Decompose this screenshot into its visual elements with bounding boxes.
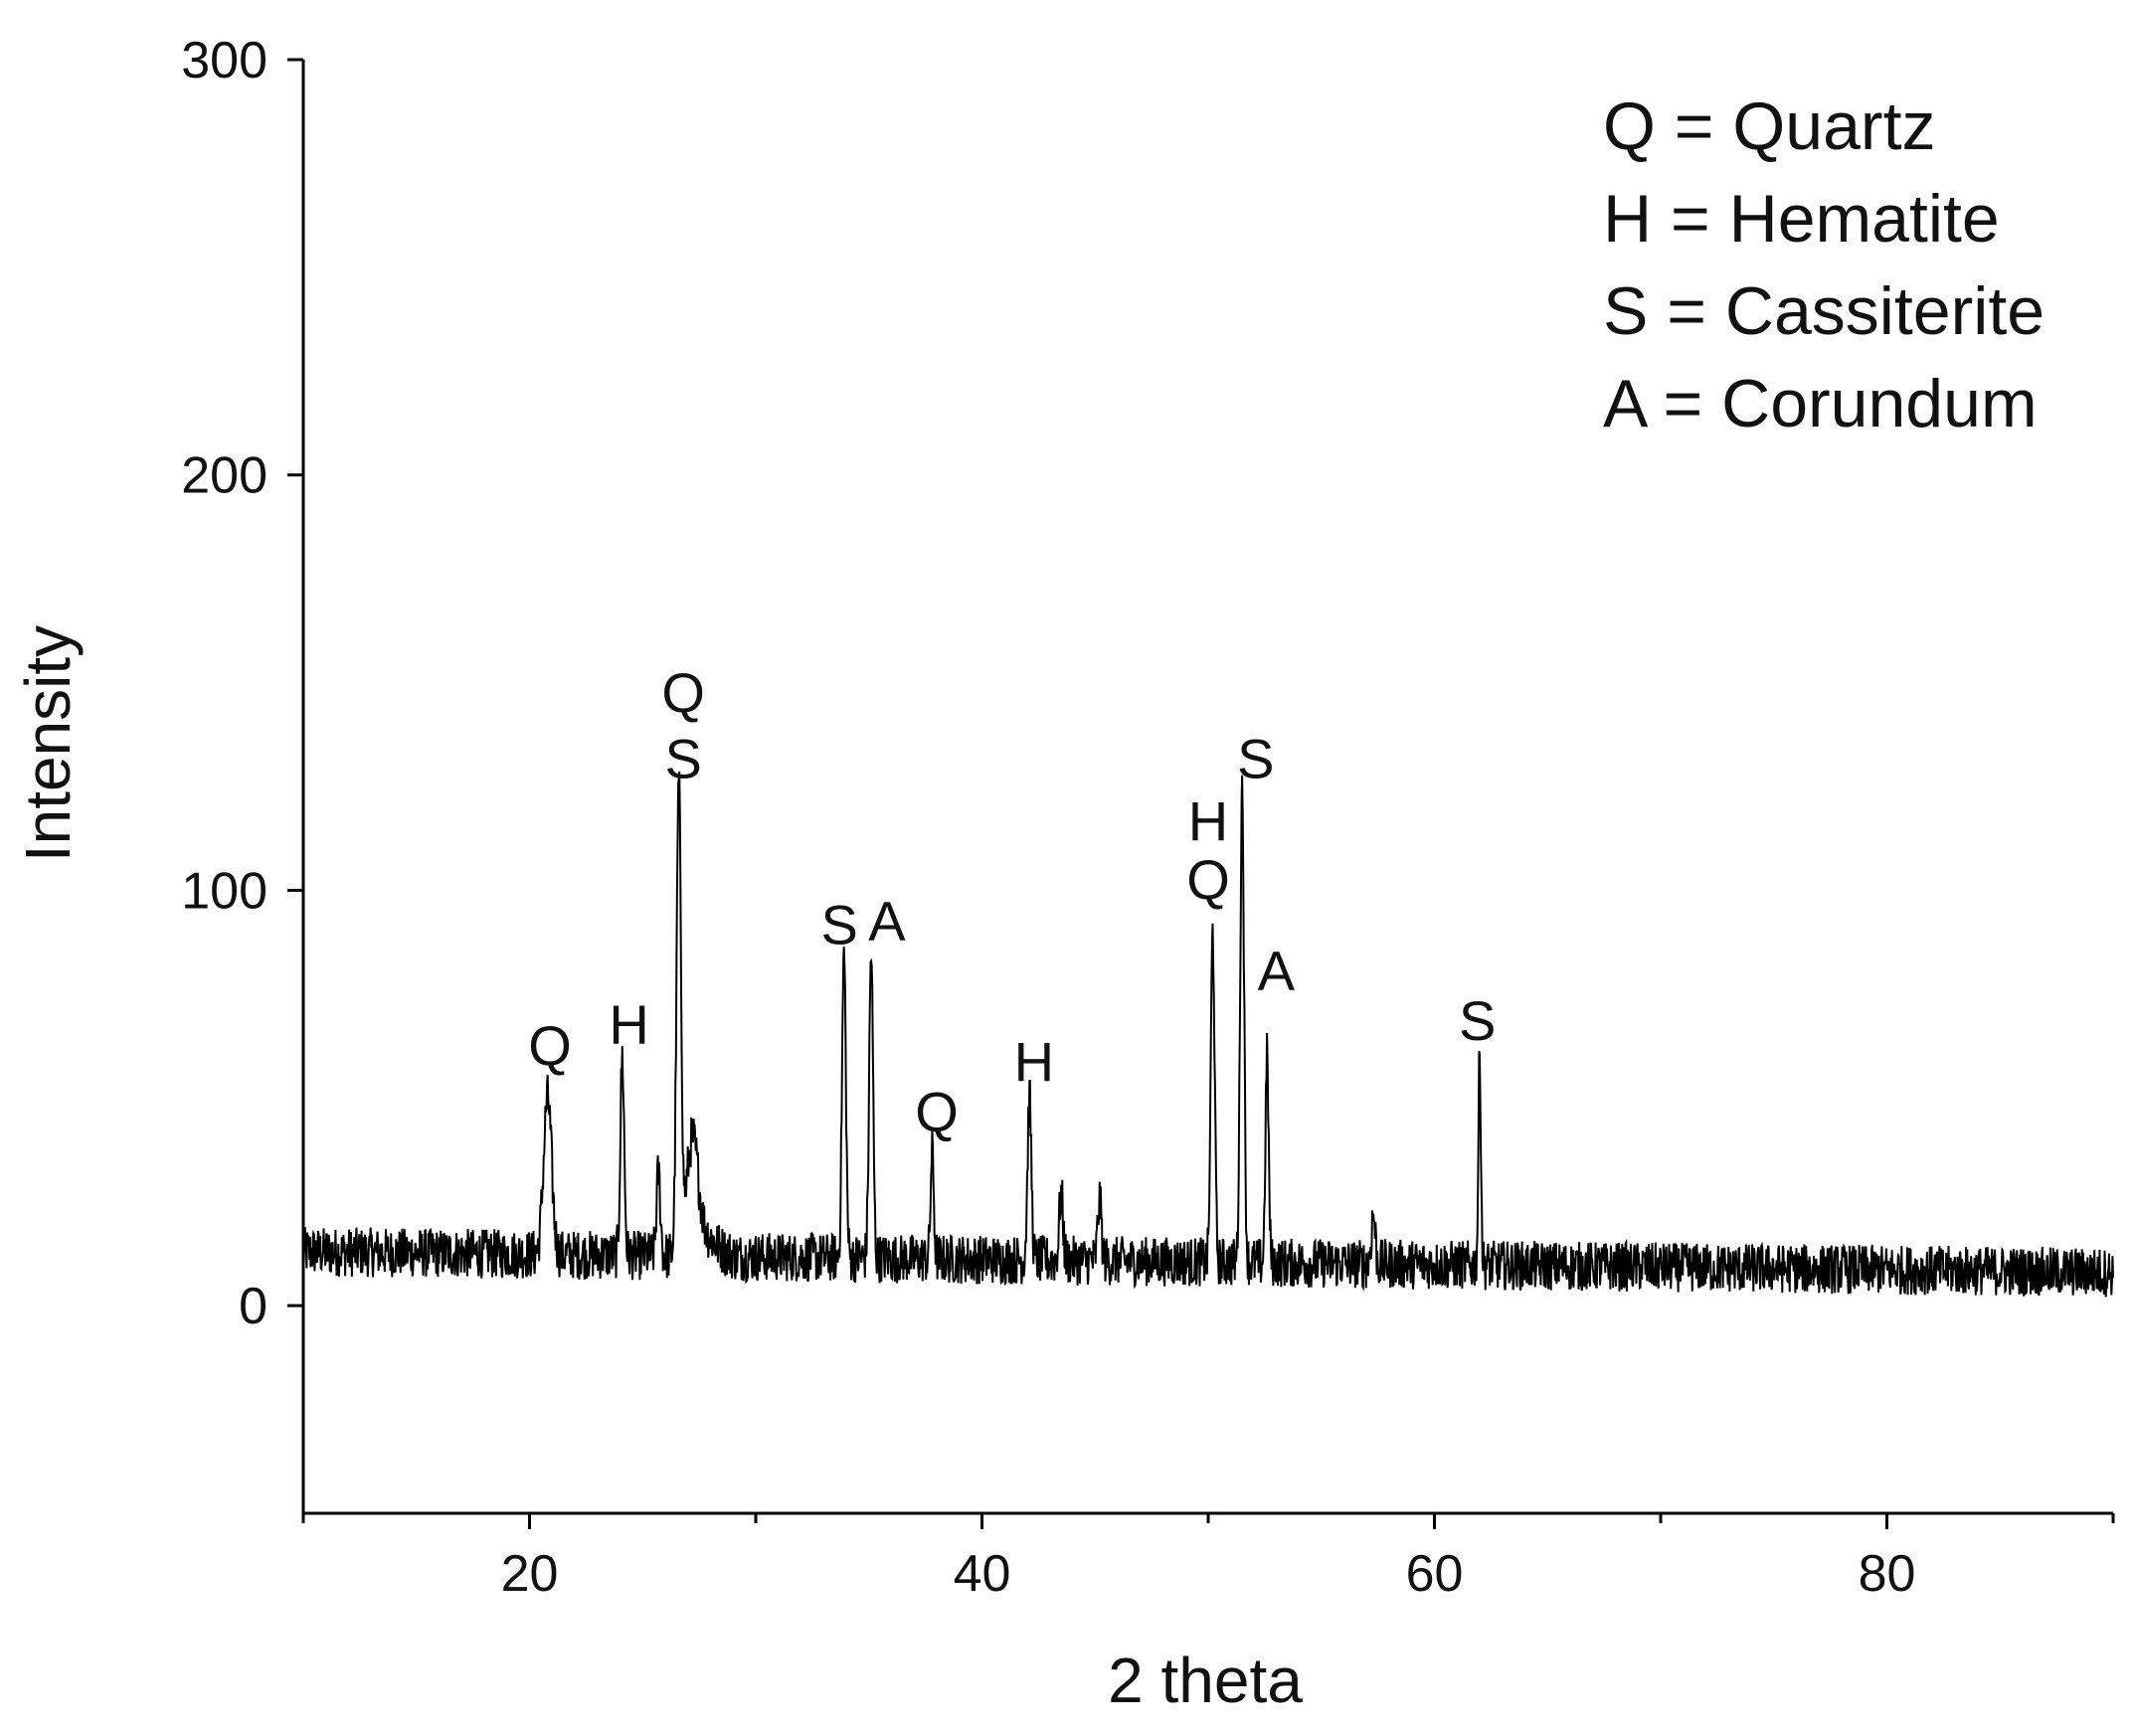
peak-label-12: S (1459, 989, 1496, 1052)
x-tick-label-3: 80 (1859, 1545, 1916, 1603)
x-tick-label-1: 40 (954, 1545, 1011, 1603)
legend-entry-3: A = Corundum (1603, 366, 2038, 441)
legend-entry-2: S = Cassiterite (1603, 273, 2045, 349)
y-tick-label-2: 200 (181, 447, 267, 505)
y-ticks: 0 100 200 300 (181, 32, 303, 1335)
x-tick-label-0: 20 (501, 1545, 559, 1603)
legend-entry-1: H = Hematite (1603, 181, 2000, 257)
peak-label-0: Q (528, 1014, 572, 1077)
peak-label-3: S (665, 728, 702, 790)
xrd-trace (302, 771, 2114, 1298)
peak-label-4: S (820, 894, 857, 956)
peak-label-11: A (1258, 940, 1296, 1002)
peak-label-9: Q (1186, 848, 1230, 911)
y-tick-label-1: 100 (181, 862, 267, 920)
peak-label-5: A (868, 890, 906, 953)
peak-label-8: H (1188, 789, 1228, 852)
x-axis-title: 2 theta (1108, 1645, 1303, 1716)
legend-entry-0: Q = Quartz (1603, 88, 1935, 164)
peak-label-1: H (609, 993, 648, 1056)
y-tick-label-0: 0 (239, 1278, 267, 1335)
legend: Q = Quartz H = Hematite S = Cassiterite A =… (1603, 88, 2045, 441)
peak-label-7: H (1014, 1031, 1054, 1094)
x-ticks: 20 40 60 80 (301, 1513, 2115, 1603)
x-tick-label-2: 60 (1406, 1545, 1464, 1603)
peak-label-2: Q (661, 661, 705, 724)
y-tick-label-3: 300 (181, 32, 267, 89)
y-axis-title: Intensity (12, 625, 84, 862)
peak-label-10: S (1237, 728, 1274, 790)
peak-label-6: Q (915, 1081, 959, 1143)
